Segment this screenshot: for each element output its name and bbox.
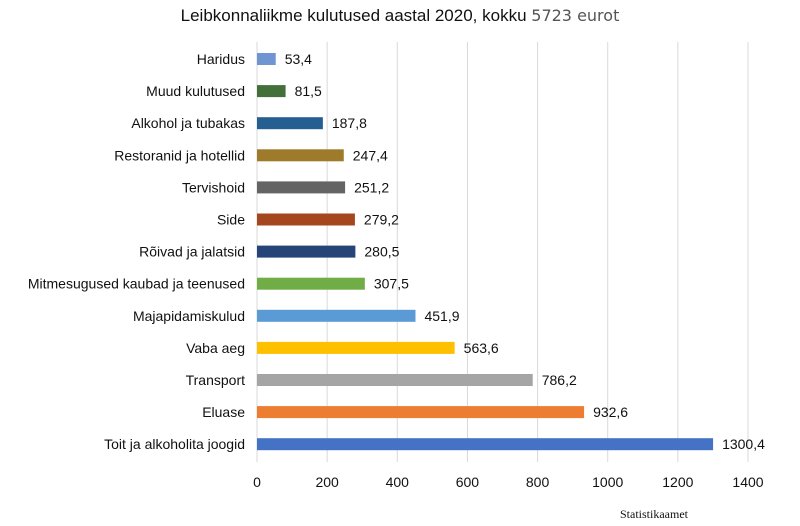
bar — [257, 374, 533, 386]
category-label: Vaba aeg — [186, 340, 245, 356]
bar — [257, 181, 346, 194]
data-label: 187,8 — [332, 115, 367, 131]
bar — [257, 438, 714, 451]
chart-title: Leibkonnaliikme kulutused aastal 2020, k… — [0, 6, 800, 26]
title-text: Leibkonnaliikme kulutused aastal 2020, k… — [180, 6, 527, 25]
category-label: Restoranid ja hotellid — [114, 147, 245, 163]
category-label: Haridus — [197, 51, 245, 67]
data-label: 786,2 — [542, 372, 577, 388]
category-label: Alkohol ja tubakas — [131, 115, 245, 131]
bar — [257, 277, 365, 290]
bar — [257, 53, 276, 65]
category-label: Toit ja alkoholita joogid — [104, 436, 245, 452]
data-label: 53,4 — [285, 51, 312, 67]
category-label: Side — [217, 212, 245, 228]
category-label: Transport — [186, 372, 246, 388]
category-label: Eluase — [202, 404, 245, 420]
data-label: 307,5 — [374, 276, 409, 292]
data-label: 81,5 — [295, 83, 322, 99]
source-label: Statistikaamet — [620, 507, 688, 521]
bar — [257, 117, 323, 130]
data-label: 932,6 — [593, 404, 628, 420]
category-label: Muud kulutused — [146, 83, 245, 99]
category-label: Mitmesugused kaubad ja teenused — [28, 276, 245, 292]
x-tick-label: 1000 — [592, 474, 623, 490]
bar — [257, 149, 344, 162]
category-label: Rõivad ja jalatsid — [139, 244, 245, 260]
bar — [257, 406, 585, 419]
x-tick-label: 200 — [315, 474, 339, 490]
x-tick-label: 0 — [253, 474, 261, 490]
bar — [257, 341, 455, 354]
title-total: 5723 eurot — [531, 6, 620, 25]
category-label: Majapidamiskulud — [133, 308, 245, 324]
category-label: Tervishoid — [182, 179, 245, 195]
bar — [257, 213, 355, 226]
x-tick-label: 800 — [526, 474, 550, 490]
data-label: 451,9 — [424, 308, 459, 324]
data-label: 279,2 — [364, 212, 399, 228]
data-label: 563,6 — [464, 340, 499, 356]
data-label: 280,5 — [364, 244, 399, 260]
bar — [257, 245, 356, 258]
x-tick-label: 400 — [386, 474, 410, 490]
x-tick-label: 1400 — [732, 474, 763, 490]
data-label: 251,2 — [354, 179, 389, 195]
data-label: 1300,4 — [722, 436, 765, 452]
data-label: 247,4 — [353, 147, 388, 163]
x-tick-label: 600 — [456, 474, 480, 490]
bar — [257, 309, 416, 322]
bar — [257, 85, 286, 98]
x-tick-label: 1200 — [662, 474, 693, 490]
